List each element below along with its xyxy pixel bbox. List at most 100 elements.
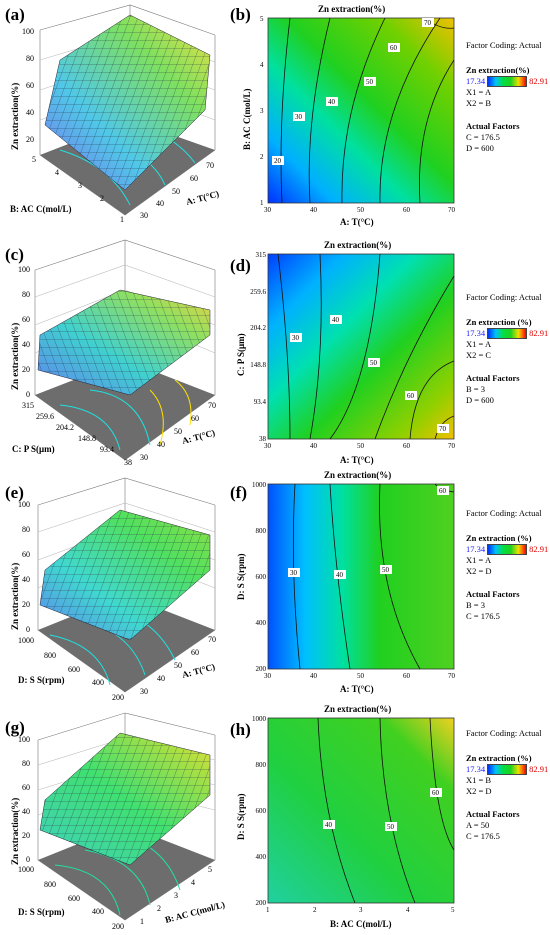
y-tick: 1000	[252, 715, 267, 723]
z-tick: 20	[22, 600, 30, 609]
x-tick: 50	[357, 672, 365, 680]
x-tick: 50	[172, 187, 180, 196]
colorbar: 17.34 82.91	[466, 544, 550, 555]
response-name: Zn extraction(%)	[466, 65, 530, 75]
x-tick: 60	[403, 442, 411, 450]
chart-shape	[409, 360, 455, 440]
colorbar-min: 17.34	[466, 76, 486, 86]
x-tick: 40	[157, 440, 165, 449]
x-tick: 5	[451, 906, 455, 914]
x-tick: 70	[448, 442, 456, 450]
chart-shape	[429, 717, 455, 851]
contour-level-label: 50	[382, 566, 390, 574]
chart-rect	[388, 43, 400, 52]
contour-plot-b: (b) Zn extraction(%) 20 30 40 50 60 70 3…	[230, 4, 456, 227]
x-tick: 2	[313, 906, 317, 914]
x-tick: 40	[156, 199, 164, 208]
contour-level-label: 40	[328, 98, 336, 106]
x-tick: 60	[191, 648, 199, 657]
x-tick: 4	[191, 878, 195, 887]
panel-label-g: (g)	[5, 718, 25, 737]
actual-factors-title: Actual Factors	[466, 589, 520, 599]
x-axis-label: A: T(°C)	[340, 217, 374, 227]
z-tick: 0	[26, 625, 30, 634]
y-tick: 200	[112, 922, 124, 931]
chart-shape	[379, 483, 421, 670]
y-tick: 400	[92, 678, 104, 687]
chart-rect	[430, 788, 442, 797]
z-axis-label: Zn extraction(%)	[10, 323, 20, 390]
actual-factor: B = 3	[466, 384, 485, 394]
chart-rect	[405, 391, 417, 400]
z-tick: 100	[18, 265, 30, 274]
x2-factor: X2 = D	[466, 786, 492, 796]
factor-coding: Factor Coding: Actual	[466, 508, 542, 518]
actual-factors-title: Actual Factors	[466, 373, 520, 383]
contour-level-label: 40	[325, 821, 333, 829]
y-axis-label: D: S S(rpm)	[236, 793, 246, 840]
colorbar: 17.34 82.91	[466, 764, 550, 775]
x-tick: 50	[357, 206, 365, 214]
contour-level-label: 70	[424, 19, 432, 27]
x-axis-label: A: T(°C)	[340, 455, 374, 465]
chart-shape	[309, 253, 322, 440]
chart-shape	[38, 825, 215, 920]
z-tick: 20	[26, 135, 34, 144]
y-tick: 2	[100, 194, 104, 203]
z-axis-label: Zn extraction(%)	[10, 83, 20, 150]
z-tick: 40	[22, 340, 30, 349]
factor-coding: Factor Coding: Actual	[466, 40, 542, 50]
x-tick: 70	[208, 401, 216, 410]
panel-label-e: (e)	[5, 483, 24, 502]
colorbar-max: 82.91	[529, 764, 549, 774]
z-tick: 100	[18, 735, 30, 744]
y-tick: 800	[44, 651, 56, 660]
panel-label-d: (d)	[230, 256, 251, 275]
x-tick: 3	[174, 891, 178, 900]
contour-fill	[267, 17, 455, 204]
x-axis-label: A: T(°C)	[340, 684, 374, 694]
x-tick: 60	[190, 174, 198, 183]
y-tick: 204.2	[56, 423, 74, 432]
y-tick: 400	[92, 907, 104, 916]
y-tick: 259.6	[250, 288, 266, 296]
y-tick: 315	[256, 251, 267, 259]
colorbar-min: 17.34	[466, 764, 486, 774]
chart-shape	[280, 17, 291, 204]
y-tick: 4	[55, 168, 59, 177]
chart-shape	[317, 717, 356, 904]
contour-level-label: 30	[292, 334, 300, 342]
chart-rect	[326, 97, 338, 106]
x-tick: 30	[140, 211, 148, 220]
actual-factor: C = 176.5	[466, 831, 500, 841]
info-panel-f: Factor Coding: Actual Zn extraction (%) …	[466, 508, 550, 622]
actual-factors-title: Actual Factors	[466, 809, 520, 819]
y-axis-label: D: S S(rpm)	[18, 907, 65, 917]
y-ticks: 1 2 3 4 5	[260, 15, 264, 207]
contour-title: Zn extraction(%)	[324, 470, 391, 480]
contour-level-label: 60	[432, 789, 440, 797]
x-tick: 50	[174, 427, 182, 436]
contour-level-label: 30	[290, 569, 298, 577]
x-tick: 30	[264, 672, 272, 680]
z-tick: 80	[22, 290, 30, 299]
actual-factor: A = 50	[466, 820, 490, 830]
y-tick: 4	[260, 61, 264, 69]
x-axis-label: A: T(°C)	[181, 428, 216, 446]
chart-shape	[379, 17, 441, 204]
z-ticks: 20 40 60 80 100	[22, 27, 34, 144]
x1-factor: X1 = A	[466, 87, 492, 97]
contour-title: Zn extraction(%)	[324, 704, 391, 714]
actual-factor: B = 3	[466, 600, 485, 610]
chart-shape	[308, 17, 331, 204]
x-tick: 40	[157, 674, 165, 683]
y-tick: 600	[68, 665, 80, 674]
contour-level-label: 30	[295, 113, 303, 121]
x-tick: 40	[310, 672, 318, 680]
response-name: Zn extraction (%)	[466, 753, 532, 763]
z-axis-label: Zn extraction(%)	[10, 798, 20, 865]
y-tick: 38	[259, 435, 267, 443]
x-axis-label: A: T(°C)	[181, 662, 216, 680]
y-tick: 800	[256, 527, 267, 535]
x-axis-label: A: T(°C)	[185, 189, 220, 207]
